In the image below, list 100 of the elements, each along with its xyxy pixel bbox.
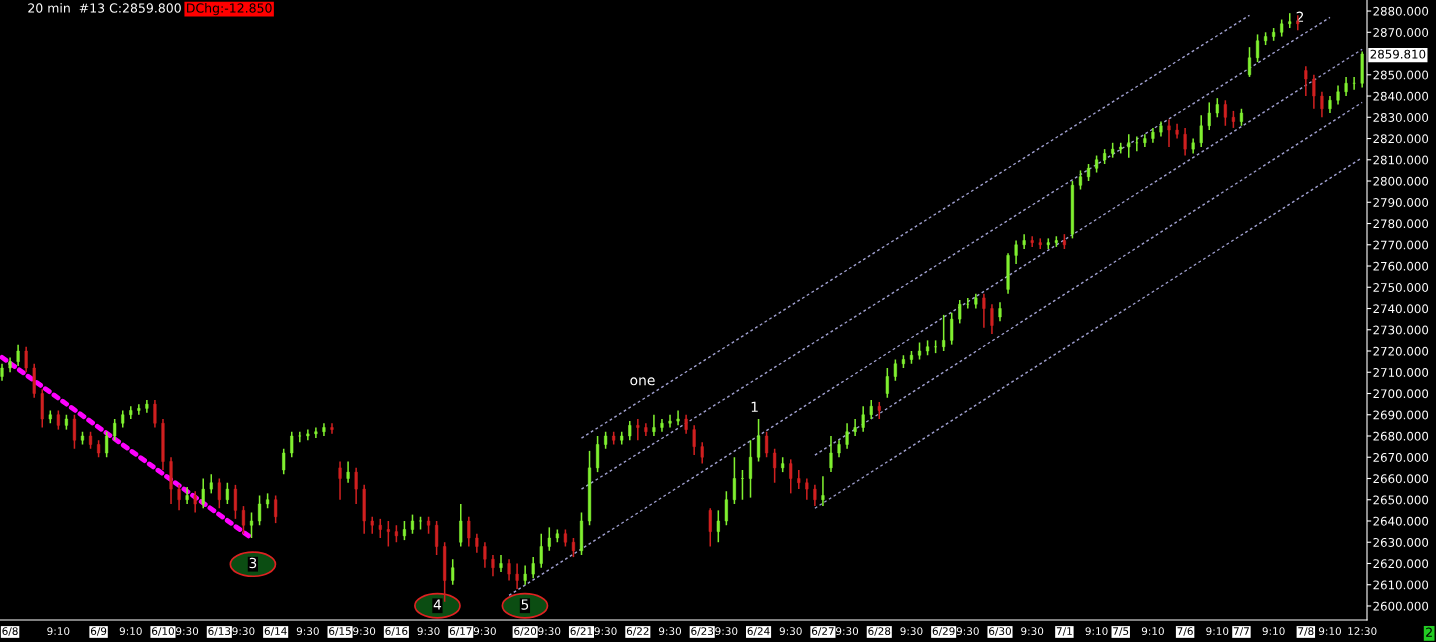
y-tick-label: 2730.000 bbox=[1373, 325, 1429, 335]
y-tick-label: 2680.000 bbox=[1373, 431, 1429, 441]
candlestick bbox=[185, 486, 189, 505]
candlestick bbox=[386, 520, 390, 548]
candlestick bbox=[1320, 91, 1324, 119]
candlestick bbox=[547, 526, 551, 552]
candlestick bbox=[958, 299, 962, 325]
candlestick bbox=[378, 518, 382, 539]
candlestick bbox=[338, 460, 342, 501]
chart-subtitle: DChg:-12.850 bbox=[187, 3, 272, 16]
y-tick-label: 2600.000 bbox=[1373, 601, 1429, 611]
y-tick-label: 2770.000 bbox=[1373, 240, 1429, 250]
x-tick-label: 6/17 bbox=[449, 627, 472, 636]
y-tick-label: 2660.000 bbox=[1373, 474, 1429, 484]
x-tick-label: 6/28 bbox=[868, 627, 891, 636]
y-tick-label: 2740.000 bbox=[1373, 304, 1429, 314]
x-tick-label: 7/1 bbox=[1056, 627, 1072, 636]
x-tick-label: 6/30 bbox=[989, 627, 1011, 636]
x-tick-label: 6/15 bbox=[329, 627, 351, 636]
candlestick bbox=[853, 418, 857, 437]
candlestick bbox=[410, 513, 415, 535]
chart-title: 20 min #13 C:2859.800 bbox=[28, 3, 181, 13]
candlestick bbox=[773, 447, 777, 484]
candlestick bbox=[1336, 84, 1340, 106]
x-tick-label: 9:10 bbox=[1085, 627, 1108, 636]
x-tick-label: 6/16 bbox=[385, 627, 408, 636]
candlestick bbox=[821, 475, 825, 507]
x-tick-label: 6/14 bbox=[264, 627, 287, 636]
x-tick-label: 9:30 bbox=[779, 627, 802, 636]
y-tick-label: 2620.000 bbox=[1373, 559, 1429, 569]
candlestick bbox=[491, 554, 495, 577]
x-tick-label: 6/8 bbox=[2, 627, 18, 636]
candlestick bbox=[113, 418, 117, 442]
x-tick-label: 6/20 bbox=[514, 627, 537, 636]
candlestick bbox=[475, 532, 479, 554]
x-tick-label: 9:10 bbox=[47, 627, 70, 636]
candlestick bbox=[893, 358, 897, 382]
candlestick bbox=[201, 477, 205, 510]
annotation: 1 bbox=[751, 401, 758, 412]
candlestick bbox=[274, 494, 278, 524]
x-tick-label: 9:30 bbox=[594, 627, 617, 636]
candlestick bbox=[740, 469, 745, 501]
candlestick bbox=[467, 515, 471, 548]
annotation: 5 bbox=[521, 599, 529, 610]
annotation: one bbox=[630, 377, 655, 386]
candlestick bbox=[1215, 97, 1219, 119]
candlestick bbox=[330, 422, 334, 435]
candlestick bbox=[217, 477, 221, 510]
x-tick-label: 9:30 bbox=[658, 627, 682, 636]
candlestick bbox=[515, 562, 519, 590]
candlestick bbox=[724, 490, 728, 527]
y-tick-label: 2780.000 bbox=[1373, 219, 1429, 229]
y-tick-label: 2830.000 bbox=[1373, 113, 1429, 122]
candlestick bbox=[137, 403, 141, 416]
candlestick bbox=[869, 399, 873, 420]
candlestick bbox=[748, 439, 753, 499]
candlestick bbox=[1312, 74, 1316, 110]
candlestick bbox=[1038, 237, 1042, 250]
x-tick-label: 9:10 bbox=[1262, 627, 1285, 636]
y-tick-label: 2750.000 bbox=[1373, 282, 1429, 292]
candlestick bbox=[861, 405, 865, 433]
candlestick bbox=[1030, 235, 1034, 248]
text: 2 bbox=[1426, 627, 1432, 637]
candlestick bbox=[885, 367, 889, 399]
x-tick-label: 6/10 bbox=[152, 627, 174, 636]
candlestick bbox=[257, 494, 262, 527]
x-tick-label: 6/27 bbox=[811, 627, 834, 636]
candlestick bbox=[950, 311, 954, 346]
candlestick bbox=[571, 537, 576, 558]
candlestick bbox=[72, 413, 77, 450]
candlestick bbox=[451, 558, 455, 586]
x-tick-label: 6/24 bbox=[747, 627, 770, 636]
candlestick bbox=[756, 418, 761, 463]
y-tick-label: 2630.000 bbox=[1373, 537, 1429, 547]
candlestick bbox=[346, 460, 350, 484]
candlestick bbox=[765, 430, 769, 459]
y-tick-label: 2650.000 bbox=[1373, 495, 1429, 505]
x-tick-label: 9:30 bbox=[538, 627, 561, 636]
candlestick bbox=[708, 507, 712, 548]
candlestick bbox=[789, 458, 793, 495]
candlestick bbox=[523, 564, 527, 586]
candlestick bbox=[153, 399, 157, 429]
candlestick bbox=[105, 430, 109, 459]
candlestick bbox=[354, 467, 358, 505]
candlestick bbox=[16, 343, 20, 367]
x-tick-label: 9:10 bbox=[1318, 627, 1341, 636]
candlestick bbox=[596, 435, 600, 473]
x-tick-label: 6/23 bbox=[691, 627, 714, 636]
candlestick bbox=[1078, 169, 1083, 191]
candlestick bbox=[813, 484, 817, 507]
annotation: 2 bbox=[1296, 11, 1304, 22]
candlestick bbox=[539, 532, 543, 569]
x-tick-label: 7/8 bbox=[1298, 627, 1314, 636]
annotation: 4 bbox=[433, 599, 442, 610]
x-tick-label: 9:10 bbox=[1206, 627, 1229, 636]
candlestick bbox=[483, 541, 487, 569]
x-tick-label: 9:30 bbox=[353, 627, 376, 636]
candlestick bbox=[1255, 33, 1260, 63]
candlestick bbox=[177, 484, 181, 512]
candlestick bbox=[797, 469, 801, 490]
